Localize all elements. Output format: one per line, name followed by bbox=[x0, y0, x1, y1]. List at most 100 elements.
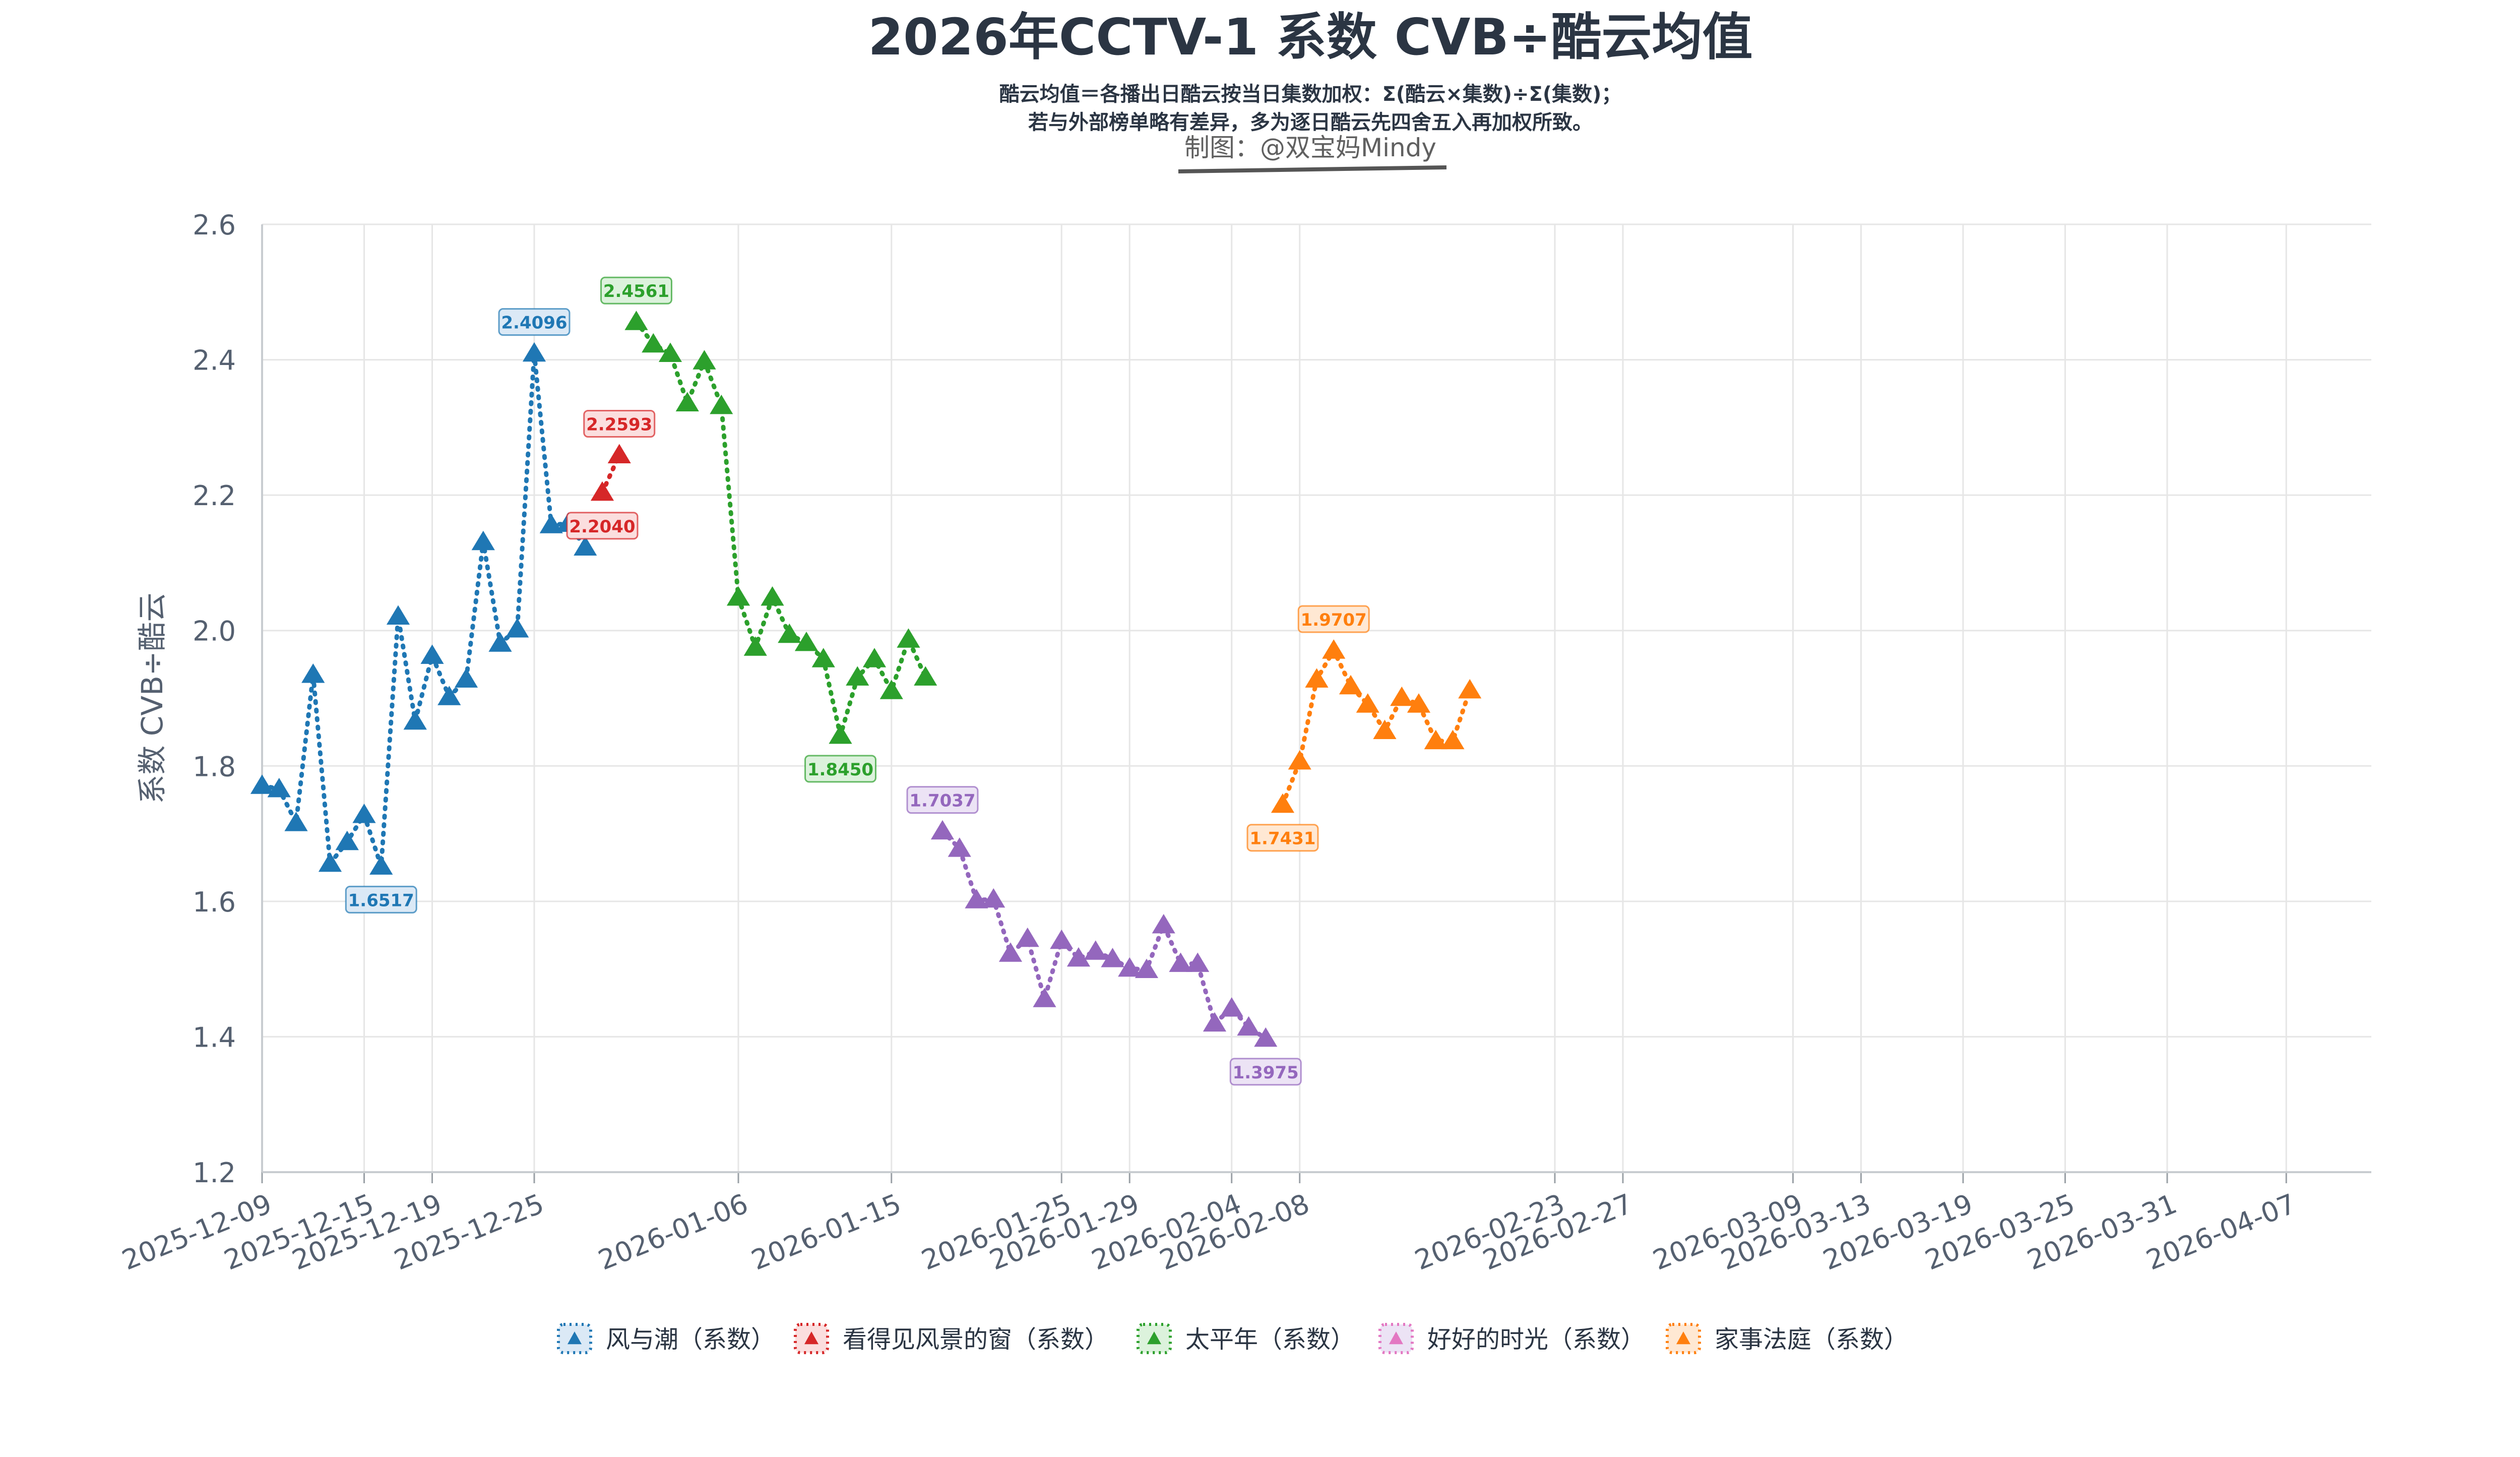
legend-label: 好好的时光（系数） bbox=[1427, 1325, 1645, 1354]
data-point bbox=[914, 666, 937, 686]
data-label-text: 1.7037 bbox=[909, 791, 975, 811]
data-point bbox=[471, 530, 495, 551]
data-point bbox=[1118, 957, 1142, 977]
data-point bbox=[1169, 952, 1192, 972]
data-point bbox=[897, 628, 920, 648]
legend-item: 好好的时光（系数） bbox=[1378, 1323, 1645, 1354]
data-point bbox=[522, 342, 546, 362]
data-point bbox=[1390, 686, 1414, 706]
data-point bbox=[506, 618, 529, 638]
y-tick-label: 2.0 bbox=[193, 616, 236, 647]
data-point bbox=[386, 605, 410, 625]
series-line bbox=[634, 319, 928, 738]
series bbox=[250, 311, 1482, 1047]
data-label-box bbox=[498, 308, 571, 336]
data-label-text: 2.2593 bbox=[586, 415, 652, 435]
y-tick-label: 1.4 bbox=[193, 1021, 236, 1053]
data-label-text: 1.6517 bbox=[348, 890, 414, 910]
data-label-box bbox=[600, 276, 672, 305]
data-point bbox=[998, 942, 1023, 962]
data-point bbox=[1066, 947, 1091, 967]
legend-label: 风与潮（系数） bbox=[606, 1325, 775, 1354]
data-point bbox=[1254, 1027, 1278, 1047]
series-line bbox=[940, 829, 1268, 1041]
data-point bbox=[930, 820, 955, 840]
data-point bbox=[1424, 730, 1447, 750]
legend-marker bbox=[1676, 1331, 1690, 1345]
data-point bbox=[948, 837, 971, 857]
data-point bbox=[846, 666, 869, 686]
data-point bbox=[829, 724, 852, 744]
legend-label: 家事法庭（系数） bbox=[1715, 1325, 1908, 1354]
chart-subtitle-line-2: 若与外部榜单略有差异，多为逐日酷云先四舍五入再加权所致。 bbox=[1028, 111, 1593, 134]
data-label: 1.8450 bbox=[804, 755, 876, 783]
data-point bbox=[879, 680, 903, 699]
data-label-box bbox=[1297, 605, 1370, 633]
data-point bbox=[778, 623, 801, 643]
y-axis-title: 系数 CVB÷酷云 bbox=[135, 593, 169, 804]
chart-title: 2026年CCTV-1 系数 CVB÷酷云均值 bbox=[868, 8, 1753, 67]
data-label-box bbox=[1246, 824, 1319, 852]
legend-label: 太平年（系数） bbox=[1185, 1325, 1355, 1354]
data-point bbox=[403, 710, 427, 730]
y-tick-label: 2.4 bbox=[193, 345, 236, 377]
grid bbox=[261, 223, 2371, 1173]
data-point bbox=[1203, 1012, 1227, 1032]
legend-marker bbox=[1389, 1331, 1403, 1345]
data-label-text: 2.4561 bbox=[603, 281, 669, 301]
y-tick-label: 1.2 bbox=[193, 1157, 236, 1189]
data-point bbox=[1458, 679, 1482, 699]
data-point bbox=[1322, 639, 1346, 659]
data-point bbox=[1441, 730, 1465, 750]
data-point bbox=[1407, 693, 1431, 713]
data-point bbox=[1220, 997, 1243, 1017]
axes: 1.21.41.61.82.02.22.42.62025-12-092025-1… bbox=[117, 209, 2371, 1277]
data-point bbox=[335, 830, 359, 851]
data-point bbox=[761, 586, 784, 606]
data-label: 2.2593 bbox=[583, 410, 656, 438]
data-point bbox=[437, 686, 461, 705]
legend-item: 家事法庭（系数） bbox=[1666, 1323, 1908, 1354]
legend-marker bbox=[804, 1331, 818, 1345]
data-point bbox=[624, 311, 648, 330]
data-point bbox=[726, 586, 750, 606]
data-point bbox=[1339, 675, 1363, 695]
chart-subtitle-line-1: 酷云均值＝各播出日酷云按当日集数加权：Σ(酷云×集数)÷Σ(集数)； bbox=[999, 83, 1622, 106]
data-point bbox=[420, 644, 444, 664]
data-point bbox=[1084, 940, 1107, 960]
data-point bbox=[743, 636, 767, 656]
data-point bbox=[710, 394, 733, 414]
data-point bbox=[794, 631, 818, 651]
data-label-box bbox=[906, 786, 979, 814]
data-point bbox=[301, 663, 325, 683]
data-point bbox=[1152, 914, 1175, 934]
data-label-text: 1.8450 bbox=[807, 760, 873, 780]
legend-item: 风与潮（系数） bbox=[557, 1323, 775, 1354]
data-point bbox=[590, 481, 614, 501]
data-point bbox=[1101, 948, 1124, 967]
data-point bbox=[1135, 958, 1159, 978]
data-point bbox=[1373, 719, 1397, 739]
credit-underline bbox=[1178, 165, 1447, 173]
data-label-box bbox=[345, 885, 417, 914]
legend-item: 太平年（系数） bbox=[1137, 1323, 1355, 1354]
y-tick-label: 1.8 bbox=[193, 751, 236, 782]
data-point bbox=[539, 514, 563, 533]
data-point bbox=[369, 855, 393, 875]
data-point bbox=[1271, 793, 1295, 813]
x-tick-label: 2026-01-06 bbox=[594, 1188, 752, 1277]
data-label-box bbox=[583, 410, 656, 438]
legend-label: 看得见风景的窗（系数） bbox=[843, 1325, 1109, 1354]
data-point bbox=[1016, 927, 1039, 947]
data-point bbox=[692, 350, 716, 370]
data-point bbox=[574, 536, 597, 556]
data-point bbox=[982, 888, 1005, 908]
data-point bbox=[250, 774, 274, 794]
data-point bbox=[607, 444, 631, 463]
data-label: 1.7431 bbox=[1246, 824, 1319, 852]
data-point bbox=[318, 852, 342, 872]
data-point bbox=[1356, 693, 1379, 713]
y-tick-label: 2.6 bbox=[193, 209, 236, 241]
legend-marker bbox=[1147, 1331, 1161, 1345]
